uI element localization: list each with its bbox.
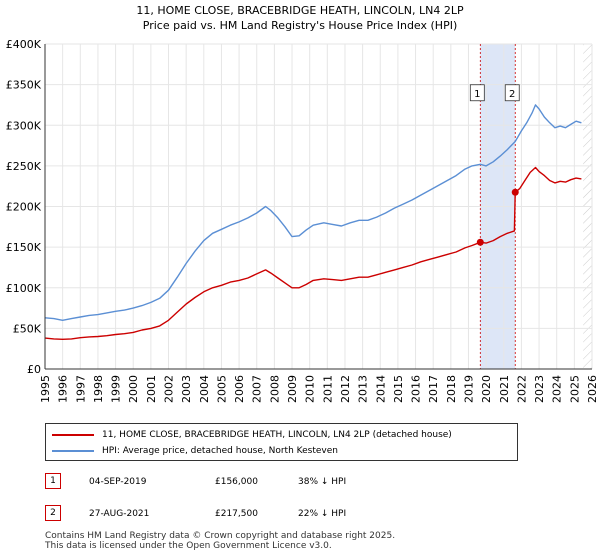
x-tick-label: 2016	[410, 375, 423, 403]
x-tick-label: 2003	[180, 375, 193, 403]
x-tick-label: 1995	[39, 375, 52, 403]
sale-marker-box	[469, 84, 485, 102]
x-tick-label: 2023	[533, 375, 546, 403]
x-tick-label: 2012	[339, 375, 352, 403]
y-tick-label: £300K	[6, 119, 42, 132]
sale-number-badge: 1	[45, 473, 61, 489]
legend-label-property: 11, HOME CLOSE, BRACEBRIDGE HEATH, LINCO…	[102, 430, 452, 440]
x-tick-label: 2002	[163, 375, 176, 403]
legend: 11, HOME CLOSE, BRACEBRIDGE HEATH, LINCO…	[45, 423, 518, 461]
sale-price: £217,500	[215, 509, 258, 519]
sale-date: 04-SEP-2019	[89, 477, 147, 487]
y-tick-label: £0	[27, 363, 41, 376]
x-tick-label: 2022	[515, 375, 528, 403]
sale-point	[476, 238, 484, 246]
x-tick-label: 2011	[321, 375, 334, 403]
y-tick-label: £100K	[6, 282, 42, 295]
x-tick-label: 2013	[357, 375, 370, 403]
sale-hpi-diff: 38% ↓ HPI	[298, 477, 347, 487]
footer-attribution: Contains HM Land Registry data © Crown c…	[45, 531, 395, 551]
x-tick-label: 1999	[110, 375, 123, 403]
x-tick-label: 2009	[286, 375, 299, 403]
sale-price: £156,000	[215, 477, 258, 487]
x-tick-label: 2019	[462, 375, 475, 403]
x-tick-label: 2010	[304, 375, 317, 403]
legend-swatch-property	[52, 434, 94, 436]
y-tick-label: £50K	[13, 322, 42, 335]
x-tick-label: 2020	[480, 375, 493, 403]
x-tick-label: 2014	[374, 375, 387, 403]
legend-label-hpi: HPI: Average price, detached house, Nort…	[102, 446, 338, 456]
sale-date: 27-AUG-2021	[89, 509, 150, 519]
x-tick-label: 2001	[145, 375, 158, 403]
x-tick-label: 2005	[215, 375, 228, 403]
sale-marker-label: 2	[509, 89, 515, 100]
sale-point	[511, 188, 519, 196]
hpi-line	[44, 104, 582, 321]
x-tick-label: 2024	[551, 375, 564, 403]
x-tick-label: 2018	[445, 375, 458, 403]
sale-marker-label: 1	[474, 89, 480, 100]
sale-marker-box	[504, 84, 520, 102]
x-tick-label: 2006	[233, 375, 246, 403]
footer-licence: This data is licensed under the Open Gov…	[45, 541, 332, 551]
x-tick-label: 2026	[586, 375, 599, 403]
x-tick-label: 2025	[568, 375, 581, 403]
legend-swatch-hpi	[52, 450, 94, 452]
x-tick-label: 2007	[251, 375, 264, 403]
y-tick-label: £200K	[6, 201, 42, 214]
y-tick-label: £400K	[6, 38, 42, 51]
property-price-line	[44, 166, 582, 340]
x-tick-label: 1997	[74, 375, 87, 403]
y-tick-label: £150K	[6, 241, 42, 254]
x-tick-label: 2008	[268, 375, 281, 403]
x-tick-label: 1996	[57, 375, 70, 403]
chart-title: 11, HOME CLOSE, BRACEBRIDGE HEATH, LINCO…	[136, 4, 464, 17]
x-tick-label: 2000	[127, 375, 140, 403]
x-tick-label: 2021	[498, 375, 511, 403]
sale-number-badge: 2	[45, 505, 61, 521]
sale-hpi-diff: 22% ↓ HPI	[298, 509, 347, 519]
footer-copyright: Contains HM Land Registry data © Crown c…	[45, 531, 396, 541]
chart-subtitle: Price paid vs. HM Land Registry's House …	[142, 19, 458, 32]
y-tick-label: £250K	[6, 160, 42, 173]
x-tick-label: 2015	[392, 375, 405, 403]
x-tick-label: 2017	[427, 375, 440, 403]
price-chart: £0 £50K £100K £150K £200K £250K £300K £350K £400…	[6, 38, 599, 403]
y-tick-label: £350K	[6, 79, 42, 92]
x-tick-label: 2004	[198, 375, 211, 403]
x-tick-label: 1998	[92, 375, 105, 403]
